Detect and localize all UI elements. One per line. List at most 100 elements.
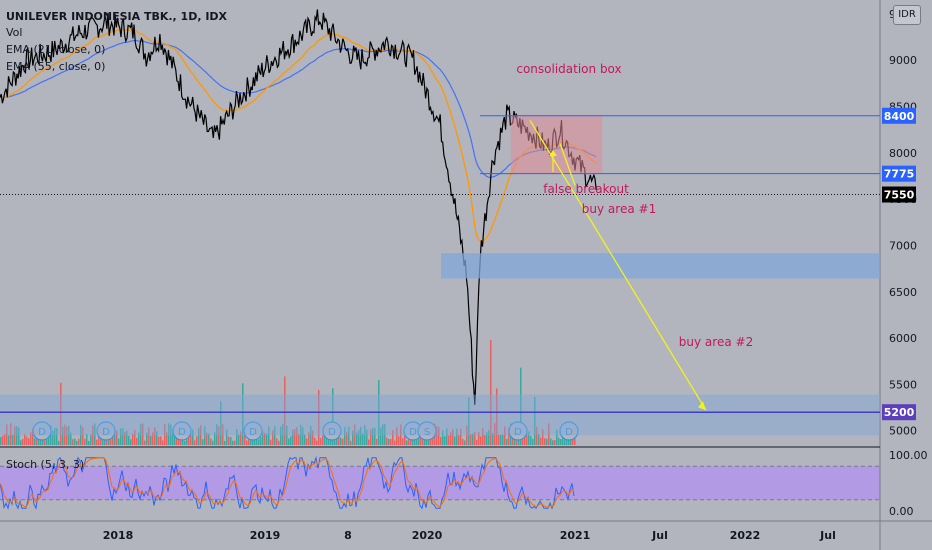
volume-bar [224, 440, 226, 445]
ema21-line [0, 28, 597, 242]
down-arrow-line [529, 120, 707, 411]
volume-bar [90, 434, 92, 445]
volume-bar [88, 440, 90, 445]
volume-bar [220, 401, 222, 445]
volume-bar [154, 427, 156, 445]
volume-bar [70, 432, 72, 445]
volume-bar [302, 427, 304, 445]
volume-bar [20, 440, 22, 445]
volume-bar [304, 434, 306, 445]
volume-bar [380, 427, 382, 445]
volume-bar [376, 438, 378, 445]
buy-area-2 [0, 394, 880, 436]
volume-bar [208, 433, 210, 445]
tag-5200: 5200 [882, 404, 916, 421]
volume-bar [528, 431, 530, 445]
volume-bar [240, 431, 242, 445]
volume-bar [210, 438, 212, 445]
volume-bar [318, 390, 320, 445]
volume-bar [250, 437, 252, 445]
ema55-legend: EMA (55, close, 0) [6, 60, 106, 73]
stoch-tick-label: 0.00 [889, 505, 914, 518]
dividend-marker [559, 421, 579, 441]
volume-bar [490, 340, 492, 445]
dividend-marker-text: D [178, 427, 186, 438]
volume-bar [34, 438, 36, 445]
volume-bar [308, 432, 310, 445]
volume-bar [78, 438, 80, 445]
volume-bar [414, 438, 416, 445]
volume-bar [514, 436, 516, 445]
dividend-marker [508, 421, 528, 441]
currency-button[interactable]: IDR [893, 5, 921, 25]
volume-bar [98, 430, 100, 445]
volume-bar [118, 438, 120, 445]
volume-bar [262, 431, 264, 445]
volume-bar [450, 432, 452, 445]
tag-7550: 7550 [882, 186, 916, 203]
volume-bar [520, 367, 522, 445]
y-tick-label: 6000 [889, 332, 917, 345]
volume-bar [360, 426, 362, 445]
dividend-marker-text: D [38, 427, 46, 438]
volume-bar [348, 426, 350, 445]
volume-bar [574, 432, 576, 445]
volume-bar [506, 438, 508, 445]
volume-bar [236, 428, 238, 445]
volume-bar [192, 429, 194, 445]
x-tick-label: Jul [819, 529, 836, 542]
volume-bar [480, 436, 482, 445]
volume-bar [140, 424, 142, 445]
volume-bar [526, 433, 528, 445]
volume-bar [370, 429, 372, 445]
y-tick-label: 6500 [889, 286, 917, 299]
volume-bar [160, 436, 162, 445]
volume-bar [410, 436, 412, 445]
dividend-marker-text: D [514, 427, 522, 438]
volume-bar [444, 436, 446, 445]
volume-bar [530, 435, 532, 445]
volume-bar [202, 439, 204, 445]
volume-bar [320, 438, 322, 445]
volume-bar [272, 430, 274, 445]
down-arrow-short [559, 143, 576, 186]
volume-bar [358, 429, 360, 445]
dividend-marker [96, 421, 116, 441]
volume-bar [532, 438, 534, 445]
volume-bar [76, 440, 78, 445]
volume-bar [354, 424, 356, 445]
volume-bar [500, 434, 502, 445]
volume-bar [54, 428, 56, 445]
volume-bar [218, 426, 220, 445]
volume-bar [50, 425, 52, 445]
tag-5200-text: 5200 [884, 406, 915, 419]
volume-bar [158, 436, 160, 445]
volume-bar [68, 425, 70, 445]
volume-bar [440, 436, 442, 445]
arrow-head [698, 401, 706, 411]
volume-bar [568, 440, 570, 445]
volume-bar [458, 434, 460, 445]
volume-bar [404, 434, 406, 445]
volume-bar [124, 431, 126, 445]
volume-bar [8, 435, 10, 445]
volume-bar [486, 432, 488, 445]
volume-bar [64, 424, 66, 445]
volume-bar [176, 434, 178, 445]
volume-bar [422, 438, 424, 445]
volume-bar [340, 437, 342, 445]
vol-legend: Vol [6, 26, 23, 39]
volume-bar [242, 383, 244, 445]
volume-bar [264, 432, 266, 445]
volume-bar [392, 430, 394, 445]
volume-bar [346, 431, 348, 445]
volume-bar [322, 435, 324, 445]
volume-bar [94, 423, 96, 445]
x-tick-label: 8 [344, 529, 352, 542]
volume-bar [116, 430, 118, 445]
volume-bar [294, 429, 296, 445]
volume-bar [228, 436, 230, 445]
volume-bar [356, 432, 358, 445]
volume-bar [278, 440, 280, 445]
